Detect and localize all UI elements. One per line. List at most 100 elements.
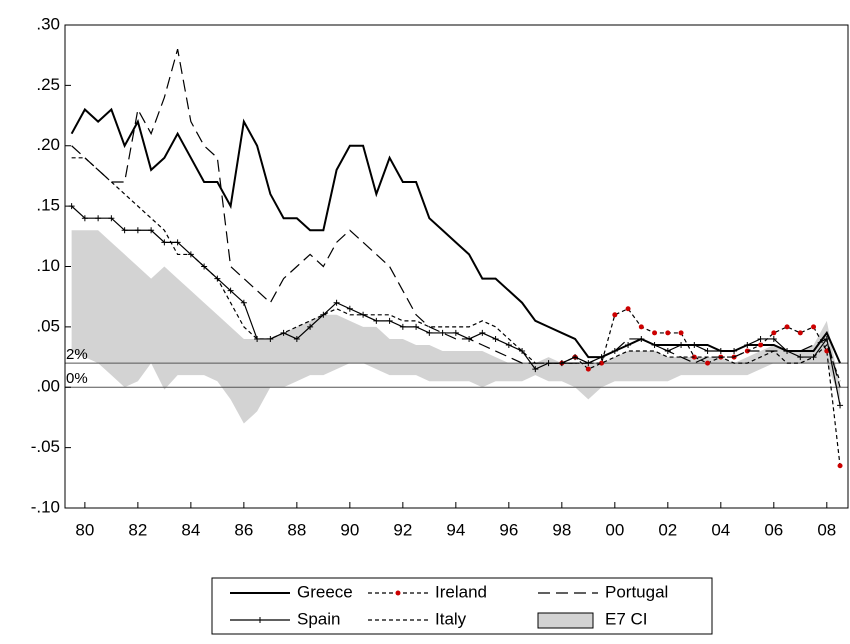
reference-label: 2% [66, 346, 88, 363]
y-tick-label: .30 [36, 14, 60, 33]
point-marker [599, 360, 605, 366]
point-marker [466, 335, 473, 342]
point-marker [532, 366, 539, 373]
x-tick-label: 00 [605, 520, 624, 539]
point-marker [320, 311, 327, 318]
legend-label: E7 CI [605, 609, 648, 628]
point-marker [174, 239, 181, 246]
point-marker [333, 299, 340, 306]
legend-marker [395, 590, 401, 596]
point-marker [293, 335, 300, 342]
point-marker [95, 215, 102, 222]
point-marker [240, 299, 247, 306]
point-marker [823, 335, 830, 342]
x-tick-label: 84 [181, 520, 200, 539]
point-marker [837, 402, 844, 409]
point-marker [717, 348, 724, 355]
x-tick-label: 94 [446, 520, 465, 539]
point-marker [625, 306, 631, 312]
point-marker [280, 329, 287, 336]
point-marker [399, 323, 406, 330]
point-marker [386, 317, 393, 324]
point-marker [810, 354, 817, 361]
y-tick-label: .00 [36, 377, 60, 396]
point-marker [784, 324, 790, 330]
point-marker [678, 330, 684, 336]
legend-label: Greece [297, 582, 353, 601]
y-tick-label: .20 [36, 135, 60, 154]
series-line [71, 157, 841, 382]
x-tick-label: 02 [658, 520, 677, 539]
point-marker [505, 341, 512, 348]
y-tick-label: -.10 [31, 497, 60, 516]
point-marker [771, 330, 777, 336]
legend-label: Portugal [605, 582, 668, 601]
point-marker [108, 215, 115, 222]
legend [211, 577, 713, 635]
legend-label: Ireland [435, 582, 487, 601]
x-tick-label: 92 [393, 520, 412, 539]
point-marker [651, 341, 658, 348]
x-tick-label: 90 [340, 520, 359, 539]
legend-label: Italy [435, 609, 467, 628]
point-marker [612, 312, 618, 318]
point-marker [161, 239, 168, 246]
y-tick-label: .15 [36, 196, 60, 215]
point-marker [797, 354, 804, 361]
legend-marker [257, 617, 263, 623]
point-marker [705, 360, 711, 366]
point-marker [346, 305, 353, 312]
x-tick-label: 88 [287, 520, 306, 539]
x-tick-label: 96 [499, 520, 518, 539]
point-marker [598, 354, 605, 361]
x-tick-label: 80 [75, 520, 94, 539]
point-marker [704, 348, 711, 355]
point-marker [652, 330, 658, 336]
legend-label: Spain [297, 609, 340, 628]
y-tick-label: .10 [36, 256, 60, 275]
point-marker [201, 263, 208, 270]
line-layer [65, 48, 848, 469]
point-marker [811, 324, 817, 330]
series-line [71, 48, 841, 388]
point-marker [452, 329, 459, 336]
x-tick-label: 86 [234, 520, 253, 539]
point-marker [744, 348, 750, 354]
x-tick-label: 82 [128, 520, 147, 539]
point-marker [121, 227, 128, 234]
point-marker [757, 335, 764, 342]
point-marker [227, 287, 234, 294]
point-marker [254, 335, 261, 342]
point-marker [758, 342, 764, 348]
ci-band [71, 230, 841, 424]
point-marker [81, 215, 88, 222]
point-marker [373, 317, 380, 324]
point-marker [770, 335, 777, 342]
point-marker [492, 335, 499, 342]
point-marker [625, 341, 632, 348]
point-marker [426, 329, 433, 336]
area-layer [71, 230, 841, 424]
point-marker [307, 323, 314, 330]
series-line [70, 107, 841, 364]
point-marker [665, 330, 671, 336]
x-tick-label: 06 [764, 520, 783, 539]
y-tick-label: .05 [36, 316, 60, 335]
point-marker [585, 366, 591, 372]
point-marker [479, 329, 486, 336]
point-marker [678, 341, 685, 348]
y-tick-label: -.05 [31, 437, 60, 456]
x-tick-label: 04 [711, 520, 730, 539]
point-marker [744, 341, 751, 348]
point-marker [837, 463, 843, 469]
point-marker [797, 330, 803, 336]
point-marker [691, 341, 698, 348]
point-marker [572, 354, 579, 361]
point-marker [519, 348, 526, 355]
y-tick-label: .25 [36, 75, 60, 94]
point-marker [439, 329, 446, 336]
point-marker [134, 227, 141, 234]
x-tick-label: 08 [817, 520, 836, 539]
point-marker [638, 335, 645, 342]
reference-label: 0% [66, 370, 88, 387]
